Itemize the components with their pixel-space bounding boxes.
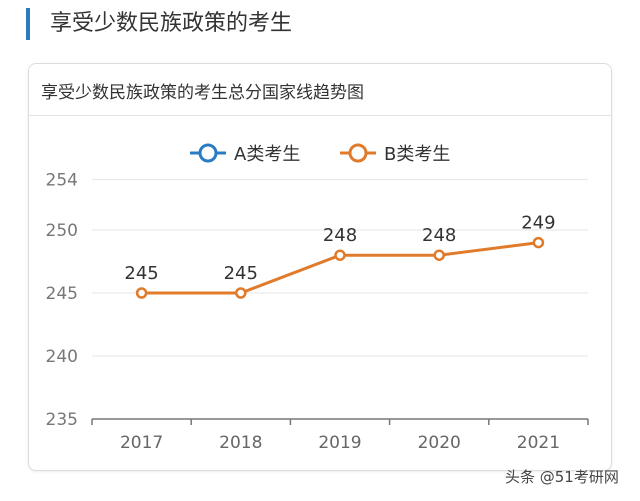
x-tick-label: 2019 [318,433,361,453]
x-tick-label: 2021 [517,433,560,453]
data-point [532,236,545,249]
legend-label-b: B类考生 [384,144,450,165]
data-point [235,287,247,299]
y-tick-label: 254 [46,171,78,191]
y-tick-label: 240 [46,347,78,367]
chart-title: 享受少数民族政策的考生总分国家线趋势图 [41,83,364,103]
header-accent-bar [26,8,30,40]
data-label: 248 [323,225,357,246]
data-point [135,287,148,299]
y-tick-label: 235 [46,410,78,430]
page-title: 享受少数民族政策的考生 [50,11,293,36]
y-tick-label: 250 [46,221,78,241]
data-label: 245 [124,263,158,284]
x-tick-label: 2020 [418,433,461,453]
data-point [334,249,346,261]
legend-marker [348,143,368,163]
watermark: 头条 @51考研网 [505,468,619,486]
data-point [433,249,445,261]
chart-card: 享受少数民族政策的考生总分国家线趋势图 [28,63,612,471]
data-label: 245 [224,263,258,284]
x-tick-label: 2017 [120,433,163,453]
x-tick-label: 2018 [219,433,262,453]
legend-marker [198,143,218,163]
data-label: 248 [422,225,456,246]
y-tick-label: 245 [46,284,78,304]
divider [29,115,611,116]
legend-label-a: A类考生 [234,144,300,165]
data-label: 249 [521,213,555,234]
